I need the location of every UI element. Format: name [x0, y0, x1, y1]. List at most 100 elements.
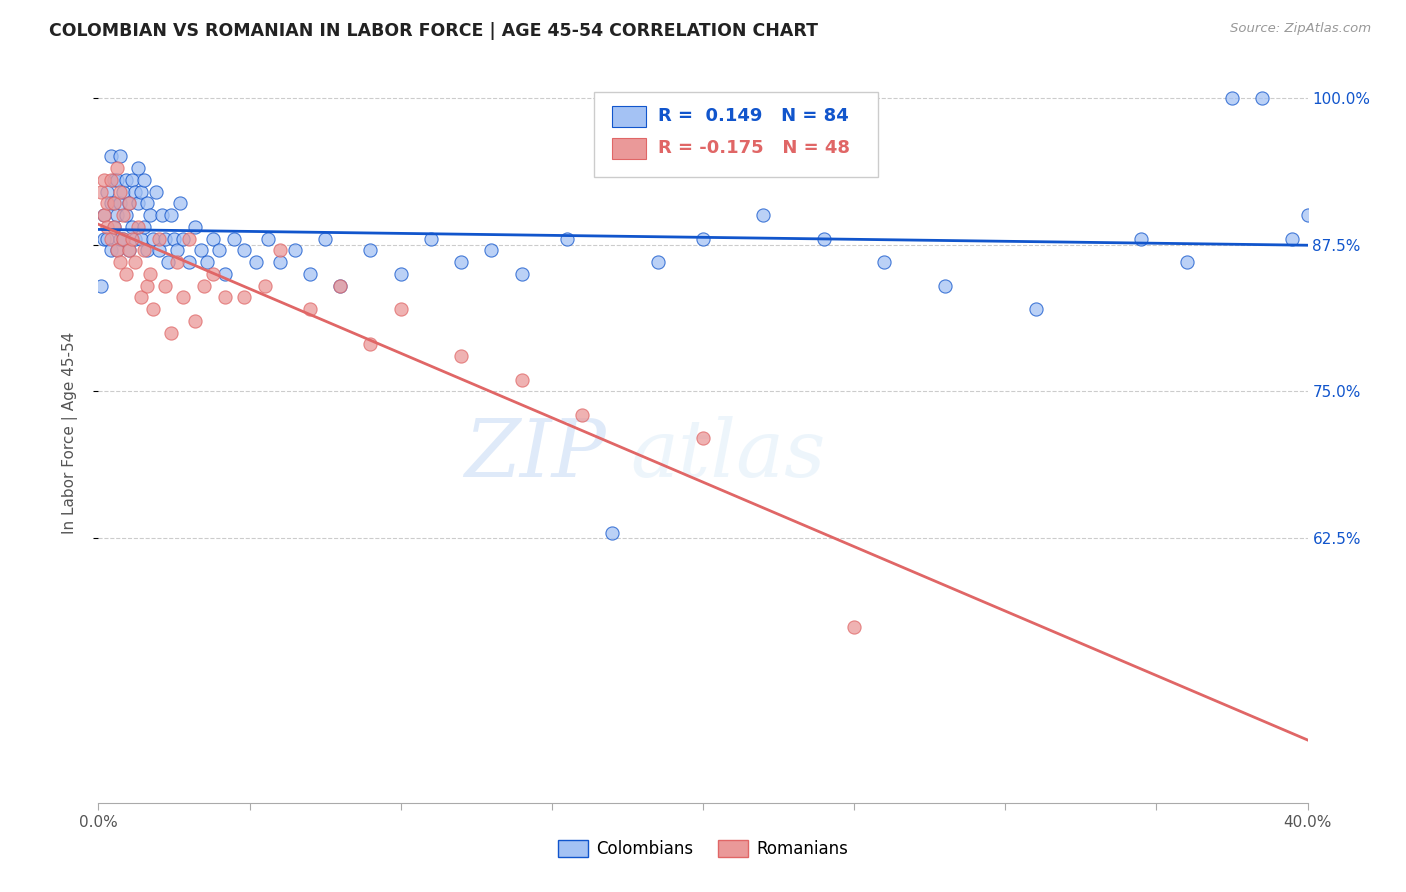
Text: R = -0.175   N = 48: R = -0.175 N = 48 — [658, 138, 851, 157]
Text: R =  0.149   N = 84: R = 0.149 N = 84 — [658, 108, 849, 126]
Point — [160, 326, 183, 340]
Point — [160, 208, 183, 222]
Point — [163, 232, 186, 246]
Point — [179, 255, 201, 269]
Point — [93, 208, 115, 222]
Point — [121, 219, 143, 234]
Text: ZIP: ZIP — [464, 416, 606, 493]
Point — [389, 267, 412, 281]
Point — [184, 219, 207, 234]
Point — [179, 232, 201, 246]
FancyBboxPatch shape — [613, 106, 647, 127]
FancyBboxPatch shape — [595, 92, 879, 178]
FancyBboxPatch shape — [613, 138, 647, 159]
Point — [420, 232, 443, 246]
Point — [166, 255, 188, 269]
Point — [360, 337, 382, 351]
Point — [108, 255, 131, 269]
Point — [148, 232, 170, 246]
Point — [169, 196, 191, 211]
Y-axis label: In Labor Force | Age 45-54: In Labor Force | Age 45-54 — [62, 332, 77, 533]
Point — [139, 267, 162, 281]
Point — [602, 525, 624, 540]
Point — [156, 255, 179, 269]
Point — [105, 161, 128, 176]
Point — [93, 208, 115, 222]
Point — [256, 232, 278, 246]
Point — [329, 278, 352, 293]
Point — [1296, 208, 1319, 222]
Point — [481, 244, 503, 258]
Point — [135, 278, 157, 293]
Point — [450, 255, 472, 269]
Point — [510, 373, 533, 387]
Point — [105, 173, 128, 187]
Point — [1024, 302, 1046, 317]
Point — [208, 244, 231, 258]
Point — [103, 196, 125, 211]
Point — [111, 185, 134, 199]
Point — [108, 232, 131, 246]
Point — [253, 278, 276, 293]
Point — [195, 255, 218, 269]
Point — [148, 244, 170, 258]
Point — [96, 219, 118, 234]
Point — [1281, 232, 1303, 246]
Point — [129, 185, 152, 199]
Point — [510, 267, 533, 281]
Point — [224, 232, 246, 246]
Point — [103, 196, 125, 211]
Point — [1130, 232, 1153, 246]
Legend: Colombians, Romanians: Colombians, Romanians — [551, 833, 855, 865]
Point — [934, 278, 956, 293]
Point — [96, 185, 118, 199]
Point — [284, 244, 307, 258]
Point — [193, 278, 215, 293]
Point — [873, 255, 896, 269]
Point — [813, 232, 835, 246]
Point — [184, 314, 207, 328]
Point — [105, 208, 128, 222]
Text: Source: ZipAtlas.com: Source: ZipAtlas.com — [1230, 22, 1371, 36]
Point — [232, 290, 254, 304]
Point — [90, 278, 112, 293]
Point — [100, 196, 122, 211]
Point — [127, 219, 149, 234]
Point — [124, 232, 146, 246]
Point — [1220, 91, 1243, 105]
Point — [100, 232, 122, 246]
Point — [96, 232, 118, 246]
Point — [103, 219, 125, 234]
Point — [118, 196, 141, 211]
Point — [1175, 255, 1198, 269]
Point — [118, 244, 141, 258]
Point — [142, 302, 165, 317]
Point — [132, 219, 155, 234]
Point — [450, 349, 472, 363]
Point — [100, 173, 122, 187]
Point — [269, 255, 291, 269]
Point — [299, 267, 322, 281]
Point — [153, 278, 176, 293]
Point — [389, 302, 412, 317]
Point — [647, 255, 669, 269]
Point — [214, 290, 236, 304]
Point — [245, 255, 267, 269]
Point — [121, 232, 143, 246]
Point — [111, 232, 134, 246]
Point — [135, 196, 157, 211]
Point — [360, 244, 382, 258]
Point — [153, 232, 176, 246]
Point — [299, 302, 322, 317]
Point — [129, 232, 152, 246]
Point — [103, 219, 125, 234]
Point — [269, 244, 291, 258]
Point — [108, 196, 131, 211]
Point — [114, 208, 136, 222]
Point — [202, 232, 225, 246]
Point — [103, 173, 125, 187]
Point — [1251, 91, 1274, 105]
Point — [150, 208, 173, 222]
Point — [571, 408, 593, 422]
Point — [172, 232, 194, 246]
